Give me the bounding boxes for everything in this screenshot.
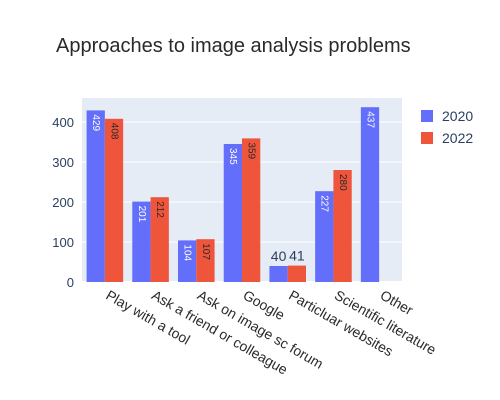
bars: 429 408 201 212 104 107 345 359 40 41 227 280 437	[86, 107, 380, 283]
bar-2020-2	[178, 240, 197, 282]
bar-2020-6	[360, 107, 380, 282]
bar-2020-1	[132, 201, 151, 282]
y-tick-label: 100	[52, 235, 74, 250]
legend-label: 2022	[442, 130, 473, 146]
bar-2022-0	[104, 118, 124, 282]
bar-2020-5	[315, 191, 334, 282]
bar-value-label: 437	[364, 111, 375, 128]
bar-value-label: 408	[108, 123, 119, 140]
bar-2020-4	[269, 266, 288, 282]
bar-value-label: 345	[227, 148, 238, 165]
legend: 2020 2022	[421, 108, 473, 146]
legend-swatch-2022	[421, 132, 433, 144]
bar-value-label: 201	[136, 206, 147, 223]
bar-2020-3	[223, 144, 242, 282]
y-tick-label: 300	[52, 155, 74, 170]
y-tick-label: 0	[67, 275, 74, 290]
legend-label: 2020	[442, 108, 473, 124]
bar-2022-5	[333, 170, 352, 282]
bar-2022-2	[196, 239, 215, 282]
bar-2020-0	[86, 110, 105, 283]
bar-2022-3	[242, 138, 261, 282]
legend-swatch-2020	[421, 110, 433, 122]
y-tick-label: 400	[52, 115, 74, 130]
bar-value-label: 40	[271, 248, 287, 264]
bar-value-label: 104	[182, 244, 193, 261]
bar-2022-1	[150, 197, 169, 282]
y-axis: 0 100 200 300 400	[52, 115, 74, 290]
y-tick-label: 200	[52, 195, 74, 210]
bar-value-label: 359	[246, 142, 257, 159]
bar-value-label: 280	[337, 174, 348, 191]
bar-value-label: 107	[200, 243, 211, 260]
bar-2022-4	[287, 265, 306, 282]
bar-value-label: 41	[289, 248, 305, 264]
bar-value-label: 429	[90, 114, 101, 131]
chart-title: Approaches to image analysis problems	[56, 35, 411, 57]
bar-value-label: 212	[154, 201, 165, 218]
bar-value-label: 227	[319, 195, 330, 212]
